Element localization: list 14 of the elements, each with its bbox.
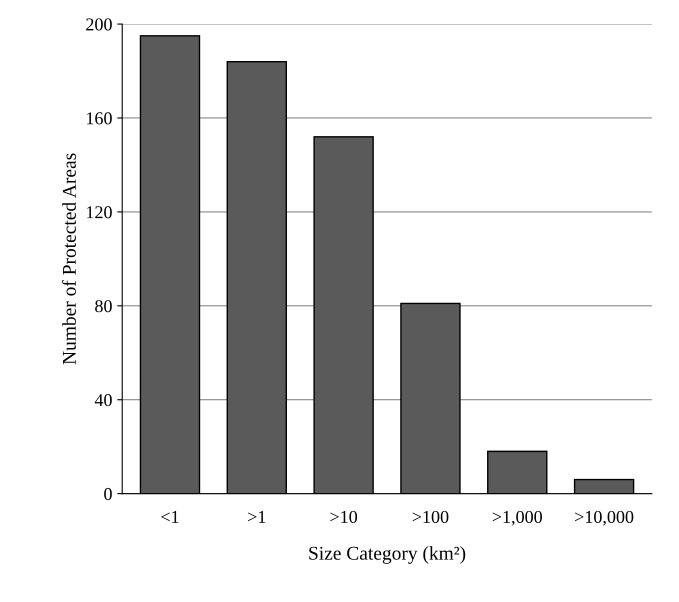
y-axis-title: Number of Protected Areas [62,153,76,364]
x-tick-label: >10,000 [575,510,634,526]
y-tick-label: 0 [104,488,112,500]
y-tick-label: 120 [87,206,112,218]
y-tick-label: 80 [95,300,112,312]
x-tick-label: >100 [412,510,448,524]
x-axis-title: Size Category (km²) [309,546,466,564]
x-tick-label: >1,000 [492,510,542,526]
x-tick-label: >10 [330,510,358,524]
y-tick-label: 200 [86,18,112,31]
y-tick-label: 160 [87,112,112,124]
y-tick-label: 40 [94,394,112,406]
x-tick-label: >1 [248,510,266,523]
x-tick-label: <1 [161,510,178,523]
